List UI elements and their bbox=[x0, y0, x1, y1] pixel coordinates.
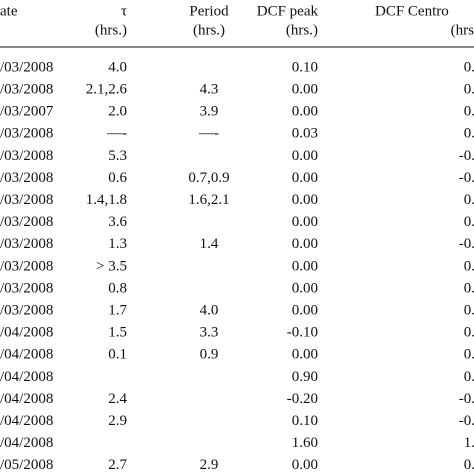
table-cell: -0. bbox=[459, 170, 474, 186]
table-cell: /03/2008 bbox=[0, 82, 53, 98]
table-cell: 4.0 bbox=[200, 303, 219, 319]
table-cell: /03/2008 bbox=[0, 214, 53, 230]
table-cell: /03/2007 bbox=[0, 104, 54, 120]
table-cell: 0.1 bbox=[108, 347, 127, 363]
table-cell: 0.00 bbox=[292, 258, 318, 274]
table-cell: 1.4 bbox=[200, 236, 219, 252]
table-cell: -0.10 bbox=[287, 325, 318, 341]
table-cell: /04/2008 bbox=[0, 369, 53, 385]
table-cell: 0. bbox=[464, 258, 474, 274]
table-cell: 0. bbox=[464, 104, 474, 120]
table-cell: 0. bbox=[464, 457, 474, 473]
table-cell: 0. bbox=[464, 325, 474, 341]
table-cell: 1.7 bbox=[108, 303, 127, 319]
table-cell: 0.10 bbox=[292, 413, 318, 429]
table-cell: 0.00 bbox=[292, 192, 318, 208]
header-cell: τ bbox=[121, 3, 127, 19]
table-cell: 0.00 bbox=[292, 236, 318, 252]
table-cell: 0.9 bbox=[200, 347, 219, 363]
table-cell: /04/2008 bbox=[0, 413, 53, 429]
table-cell: -0. bbox=[459, 391, 474, 407]
table-cell: 0.00 bbox=[292, 82, 318, 98]
table-cell: 1. bbox=[464, 435, 474, 451]
table-cell: 0.00 bbox=[292, 170, 318, 186]
table-cell: 0. bbox=[464, 59, 474, 75]
table-cell: 0. bbox=[464, 126, 474, 142]
table-cell: 2.9 bbox=[200, 457, 219, 473]
table-cell: /03/2008 bbox=[0, 192, 53, 208]
table-cell: 2.9 bbox=[108, 413, 127, 429]
table-cell: -0. bbox=[459, 148, 474, 164]
table-cell: 2.1,2.6 bbox=[86, 82, 128, 98]
table-cell: 0.00 bbox=[292, 104, 318, 120]
table-cell: -0. bbox=[459, 236, 474, 252]
table-cell: /05/2008 bbox=[0, 457, 53, 473]
table-cell: 1.6,2.1 bbox=[188, 192, 229, 208]
table-cell: 2.4 bbox=[108, 391, 127, 407]
table-cell: /03/2008 bbox=[0, 280, 53, 296]
table-cell: 2.7 bbox=[108, 457, 127, 473]
table-cell: /03/2008 bbox=[0, 170, 53, 186]
table-cell: /04/2008 bbox=[0, 325, 53, 341]
table-cell: 0. bbox=[464, 82, 474, 98]
header-cell: (hrs.) bbox=[193, 22, 225, 38]
table-cell: 3.6 bbox=[108, 214, 127, 230]
table-cell: —- bbox=[106, 126, 127, 142]
table-cell: 3.3 bbox=[200, 325, 219, 341]
table-cell: —- bbox=[198, 126, 219, 142]
table-cell: /03/2008 bbox=[0, 303, 53, 319]
table-cell: 0.7,0.9 bbox=[188, 170, 229, 186]
table-cell: 0. bbox=[464, 303, 474, 319]
table-cell: /04/2008 bbox=[0, 435, 53, 451]
table-cell: 0. bbox=[464, 192, 474, 208]
table-cell: /04/2008 bbox=[0, 347, 53, 363]
table-cell: 0. bbox=[464, 369, 474, 385]
table-cell: 0.00 bbox=[292, 280, 318, 296]
table-cell: 0. bbox=[464, 347, 474, 363]
table-cell: 0.03 bbox=[292, 126, 318, 142]
table-cell: 3.9 bbox=[200, 104, 219, 120]
table-cell: 1.5 bbox=[108, 325, 127, 341]
table-cell: 0.00 bbox=[292, 303, 318, 319]
table-cell: -0. bbox=[459, 413, 474, 429]
table-cell: 0.00 bbox=[292, 148, 318, 164]
table-cell: 0.6 bbox=[108, 170, 127, 186]
table-cell: 0.00 bbox=[292, 214, 318, 230]
header-cell: DCF peak bbox=[257, 3, 319, 19]
header-cell: (hrs bbox=[451, 22, 474, 38]
table-cell: 0. bbox=[464, 214, 474, 230]
table-cell: 1.3 bbox=[108, 236, 127, 252]
table-cell: /04/2008 bbox=[0, 391, 53, 407]
table-cell: /03/2008 bbox=[0, 148, 53, 164]
table-cell: 0.00 bbox=[292, 457, 318, 473]
header-cell: (hrs.) bbox=[286, 22, 318, 38]
table-cell: 0.90 bbox=[292, 369, 318, 385]
table-cell: /03/2008 bbox=[0, 236, 53, 252]
table-cell: 0.8 bbox=[108, 280, 127, 296]
table-cell: 1.60 bbox=[292, 435, 318, 451]
table-cell: -0.20 bbox=[287, 391, 318, 407]
table-cell: 0.10 bbox=[292, 59, 318, 75]
table-cell: 5.3 bbox=[108, 148, 127, 164]
table-cell: 4.3 bbox=[200, 82, 219, 98]
header-cell: Period bbox=[189, 3, 229, 19]
table-cell: 4.0 bbox=[108, 59, 127, 75]
header-cell: DCF Centro bbox=[375, 3, 449, 19]
table-cell: /03/2008 bbox=[0, 258, 53, 274]
table-cell: > 3.5 bbox=[96, 258, 127, 274]
table-cell: 2.0 bbox=[108, 104, 127, 120]
table-cell: /03/2008 bbox=[0, 126, 53, 142]
header-cell: (hrs.) bbox=[95, 22, 127, 38]
header-cell: ate bbox=[0, 3, 18, 19]
table-cell: 1.4,1.8 bbox=[86, 192, 127, 208]
table-cell: 0.00 bbox=[292, 347, 318, 363]
table-cell: /03/2008 bbox=[0, 59, 53, 75]
table-cell: 0. bbox=[464, 280, 474, 296]
